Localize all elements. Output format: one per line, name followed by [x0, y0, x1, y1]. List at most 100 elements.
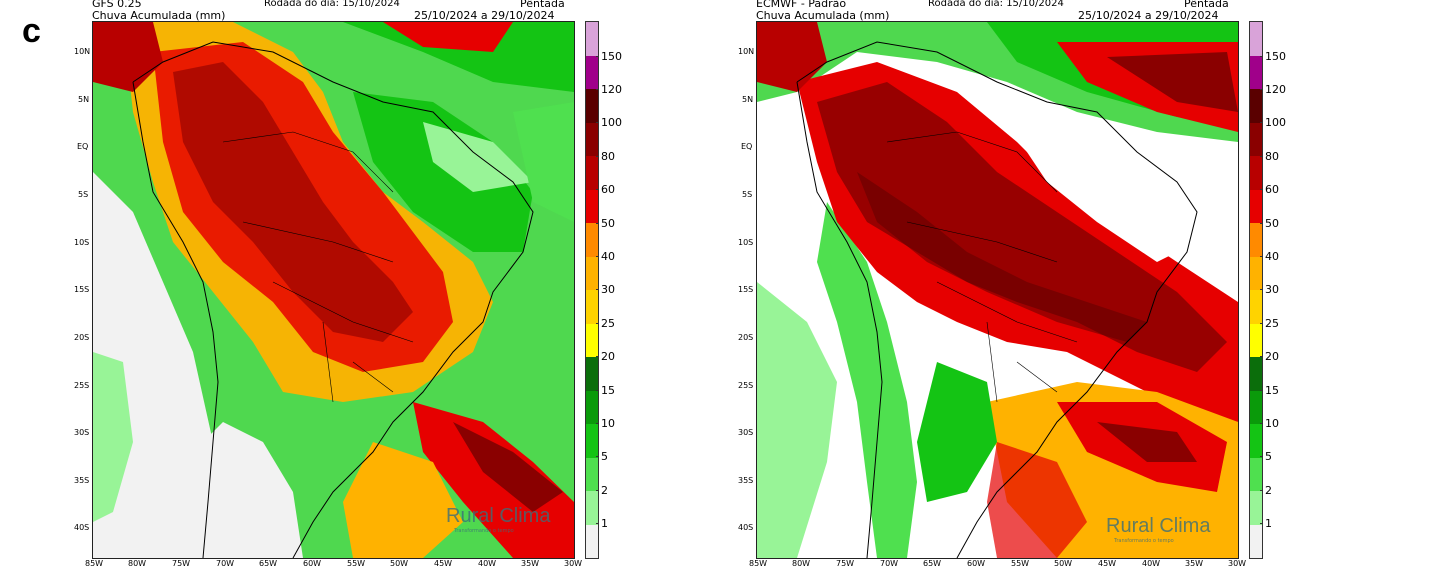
- lon-label: 70W: [880, 559, 899, 568]
- colorbar-segment: [1250, 223, 1262, 257]
- lat-label: 25S: [738, 381, 754, 390]
- lon-label: 30W: [1228, 559, 1247, 568]
- colorbar-tick: 15: [596, 384, 615, 397]
- colorbar-segment: [586, 189, 598, 223]
- colorbar-tick: 50: [596, 217, 615, 230]
- period-label: Pêntada: [1184, 0, 1229, 10]
- logo-subtitle: Transformando o tempo: [454, 528, 514, 534]
- lon-label: 45W: [1098, 559, 1117, 568]
- lat-label: 20S: [738, 333, 754, 342]
- colorbar-segment: [1250, 122, 1262, 156]
- gfs-precip-map: [92, 21, 575, 559]
- lat-label: 5N: [742, 95, 754, 104]
- lat-label: 40S: [738, 523, 754, 532]
- colorbar-tick: 10: [596, 417, 615, 430]
- period-label: Pêntada: [520, 0, 565, 10]
- colorbar-tick: 40: [1260, 250, 1279, 263]
- lat-label: 15S: [738, 285, 754, 294]
- colorbar-tick: 30: [1260, 283, 1279, 296]
- lon-label: 65W: [923, 559, 942, 568]
- model-title: GFS 0.25: [92, 0, 142, 10]
- colorbar-tick: 120: [1260, 83, 1286, 96]
- colorbar-segment: [586, 424, 598, 458]
- colorbar-segment: [586, 22, 598, 56]
- colorbar-tick: 20: [1260, 350, 1279, 363]
- colorbar-tick: 5: [596, 450, 608, 463]
- colorbar-tick: 100: [596, 116, 622, 129]
- colorbar-tick: 10: [1260, 417, 1279, 430]
- colorbar-segment: [586, 122, 598, 156]
- lat-label: 35S: [738, 476, 754, 485]
- colorbar-segment: [1250, 55, 1262, 89]
- colorbar-tick: 5: [1260, 450, 1272, 463]
- lon-label: 50W: [390, 559, 409, 568]
- period-range: 25/10/2024 a 29/10/2024: [414, 9, 555, 22]
- colorbar-segment: [1250, 457, 1262, 491]
- colorbar-segment: [1250, 89, 1262, 123]
- colorbar-tick: 120: [596, 83, 622, 96]
- lon-label: 45W: [434, 559, 453, 568]
- lon-label: 35W: [521, 559, 540, 568]
- colorbar-tick: 30: [596, 283, 615, 296]
- colorbar-segment: [586, 290, 598, 324]
- colorbar: [585, 21, 599, 559]
- lat-label: EQ: [741, 142, 753, 151]
- colorbar-tick: 80: [596, 150, 615, 163]
- colorbar-tick: 1: [1260, 517, 1272, 530]
- lon-label: 80W: [128, 559, 147, 568]
- ecmwf-precip-map: [756, 21, 1239, 559]
- colorbar-segment: [1250, 390, 1262, 424]
- lon-label: 65W: [259, 559, 278, 568]
- variable-title: Chuva Acumulada (mm): [92, 9, 226, 22]
- colorbar-segment: [1250, 424, 1262, 458]
- colorbar: [1249, 21, 1263, 559]
- lon-label: 55W: [347, 559, 366, 568]
- colorbar-segment: [1250, 156, 1262, 190]
- lat-label: 10N: [74, 47, 91, 56]
- lat-label: 40S: [74, 523, 90, 532]
- run-date: Rodada do dia: 15/10/2024: [928, 0, 1064, 9]
- variable-title: Chuva Acumulada (mm): [756, 9, 890, 22]
- lat-label: 5N: [78, 95, 90, 104]
- lat-label: 25S: [74, 381, 90, 390]
- lon-label: 80W: [792, 559, 811, 568]
- colorbar-segment: [586, 524, 598, 558]
- colorbar-segment: [1250, 189, 1262, 223]
- colorbar-segment: [586, 357, 598, 391]
- colorbar-segment: [1250, 524, 1262, 558]
- colorbar-segment: [586, 256, 598, 290]
- ecmwf-panel: ECMWF - Padrão Chuva Acumulada (mm) Roda…: [664, 0, 1384, 571]
- period-range: 25/10/2024 a 29/10/2024: [1078, 9, 1219, 22]
- lat-label: 5S: [78, 190, 89, 199]
- colorbar-tick: 2: [1260, 484, 1272, 497]
- logo-text: Rural Clima: [446, 505, 551, 527]
- logo-text: Rural Clima: [1106, 515, 1211, 537]
- lat-label: 20S: [74, 333, 90, 342]
- lat-label: 5S: [742, 190, 753, 199]
- lon-label: 85W: [749, 559, 768, 568]
- lon-label: 85W: [85, 559, 104, 568]
- lat-label: 35S: [74, 476, 90, 485]
- lon-label: 75W: [836, 559, 855, 568]
- colorbar-tick: 15: [1260, 384, 1279, 397]
- lon-label: 40W: [1142, 559, 1161, 568]
- logo-subtitle: Transformando o tempo: [1114, 538, 1174, 544]
- lon-label: 60W: [967, 559, 986, 568]
- lat-label: 10S: [74, 238, 90, 247]
- colorbar-segment: [586, 323, 598, 357]
- lat-label: 30S: [74, 428, 90, 437]
- run-date: Rodada do dia: 15/10/2024: [264, 0, 400, 9]
- lon-label: 60W: [303, 559, 322, 568]
- model-title: ECMWF - Padrão: [756, 0, 847, 10]
- colorbar-segment: [586, 156, 598, 190]
- colorbar-segment: [1250, 323, 1262, 357]
- lon-label: 35W: [1185, 559, 1204, 568]
- colorbar-tick: 40: [596, 250, 615, 263]
- lat-label: EQ: [77, 142, 89, 151]
- colorbar-tick: 150: [596, 50, 622, 63]
- colorbar-tick: 1: [596, 517, 608, 530]
- colorbar-tick: 60: [1260, 183, 1279, 196]
- colorbar-tick: 80: [1260, 150, 1279, 163]
- colorbar-segment: [586, 457, 598, 491]
- colorbar-segment: [586, 223, 598, 257]
